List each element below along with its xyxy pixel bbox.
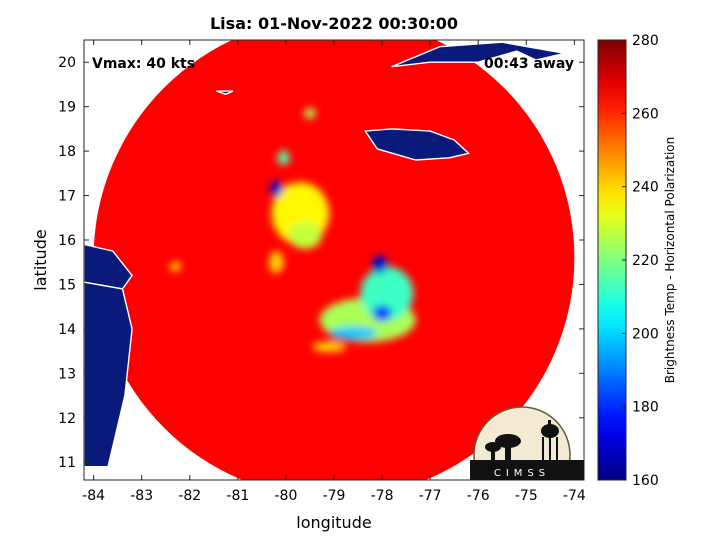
y-tick-label: 12 bbox=[58, 411, 76, 427]
x-tick-label: -80 bbox=[274, 488, 297, 504]
land-outlines bbox=[84, 41, 565, 468]
cimss-logo: CIMSS bbox=[470, 406, 584, 480]
colorbar-label: Brightness Temp - Horizontal Polarizatio… bbox=[663, 137, 677, 384]
y-tick-label: 16 bbox=[58, 233, 76, 249]
x-tick-label: -74 bbox=[563, 488, 586, 504]
colorbar-tick-label: 180 bbox=[632, 400, 659, 416]
y-tick-label: 14 bbox=[58, 322, 76, 338]
colorbar-tick-label: 160 bbox=[632, 473, 659, 489]
x-tick-label: -76 bbox=[467, 488, 490, 504]
convection-cell bbox=[269, 251, 284, 274]
convection-cell bbox=[304, 108, 316, 119]
colorbar: 160 180 200 220 240 260 280 Brightness Temp - … bbox=[597, 33, 677, 489]
y-axis-ticks: 11 12 13 14 15 16 17 18 19 20 bbox=[58, 55, 584, 471]
x-axis-ticks: -84 -83 -82 -81 -80 -79 -78 -77 -76 -75 -74 bbox=[82, 40, 586, 504]
y-tick-label: 20 bbox=[58, 55, 76, 71]
land-jamaica bbox=[364, 128, 471, 161]
y-tick-label: 13 bbox=[58, 366, 76, 382]
y-tick-label: 17 bbox=[58, 189, 76, 205]
y-tick-label: 18 bbox=[58, 144, 76, 160]
convection-cell bbox=[329, 326, 378, 341]
x-tick-label: -77 bbox=[419, 488, 442, 504]
land-cuba bbox=[391, 41, 565, 68]
x-tick-label: -75 bbox=[515, 488, 538, 504]
y-axis-label: latitude bbox=[31, 229, 50, 290]
convection-cell bbox=[360, 266, 414, 321]
colorbar-tick-label: 200 bbox=[632, 326, 659, 342]
colorbar-tick-label: 260 bbox=[632, 106, 659, 122]
x-tick-label: -79 bbox=[323, 488, 346, 504]
convection-cell bbox=[288, 222, 322, 249]
convection-cell bbox=[169, 262, 182, 272]
colorbar-tick-label: 240 bbox=[632, 180, 659, 196]
convection-cell bbox=[372, 305, 392, 322]
land-honduras bbox=[84, 243, 133, 290]
x-tick-label: -81 bbox=[226, 488, 249, 504]
x-tick-label: -82 bbox=[178, 488, 201, 504]
convection-features bbox=[169, 108, 416, 352]
y-tick-label: 11 bbox=[58, 455, 76, 471]
x-tick-label: -78 bbox=[371, 488, 394, 504]
chart-title: Lisa: 01-Nov-2022 00:30:00 bbox=[210, 14, 458, 33]
convection-cell bbox=[277, 150, 290, 165]
colorbar-tick-label: 280 bbox=[632, 33, 659, 49]
convection-cell bbox=[372, 255, 387, 274]
land-nicaragua bbox=[84, 281, 133, 468]
cimss-logo-text: CIMSS bbox=[494, 468, 550, 479]
plot-area: -84 -83 -82 -81 -80 -79 -78 -77 -76 -75 -74 11 12 13… bbox=[58, 39, 586, 504]
colorbar-ticks: 160 180 200 220 240 260 280 bbox=[622, 33, 659, 489]
vmax-label: Vmax: 40 kts bbox=[92, 56, 195, 72]
y-tick-label: 19 bbox=[58, 100, 76, 116]
x-tick-label: -83 bbox=[130, 488, 153, 504]
colorbar-tick-label: 220 bbox=[632, 253, 659, 269]
time-offset-label: 00:43 away bbox=[484, 56, 574, 72]
x-axis-label: longitude bbox=[296, 513, 371, 532]
y-tick-label: 15 bbox=[58, 277, 76, 293]
x-tick-label: -84 bbox=[82, 488, 105, 504]
land-cayman bbox=[215, 90, 234, 95]
colorbar-gradient bbox=[597, 39, 627, 481]
convection-cell bbox=[270, 180, 283, 197]
convection-cell bbox=[312, 341, 347, 352]
